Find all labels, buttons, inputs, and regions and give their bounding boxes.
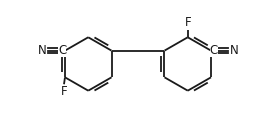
Text: F: F xyxy=(61,85,67,98)
Text: C: C xyxy=(58,44,66,57)
Text: N: N xyxy=(38,44,47,57)
Text: C: C xyxy=(210,44,218,57)
Text: N: N xyxy=(229,44,238,57)
Text: F: F xyxy=(184,16,191,29)
